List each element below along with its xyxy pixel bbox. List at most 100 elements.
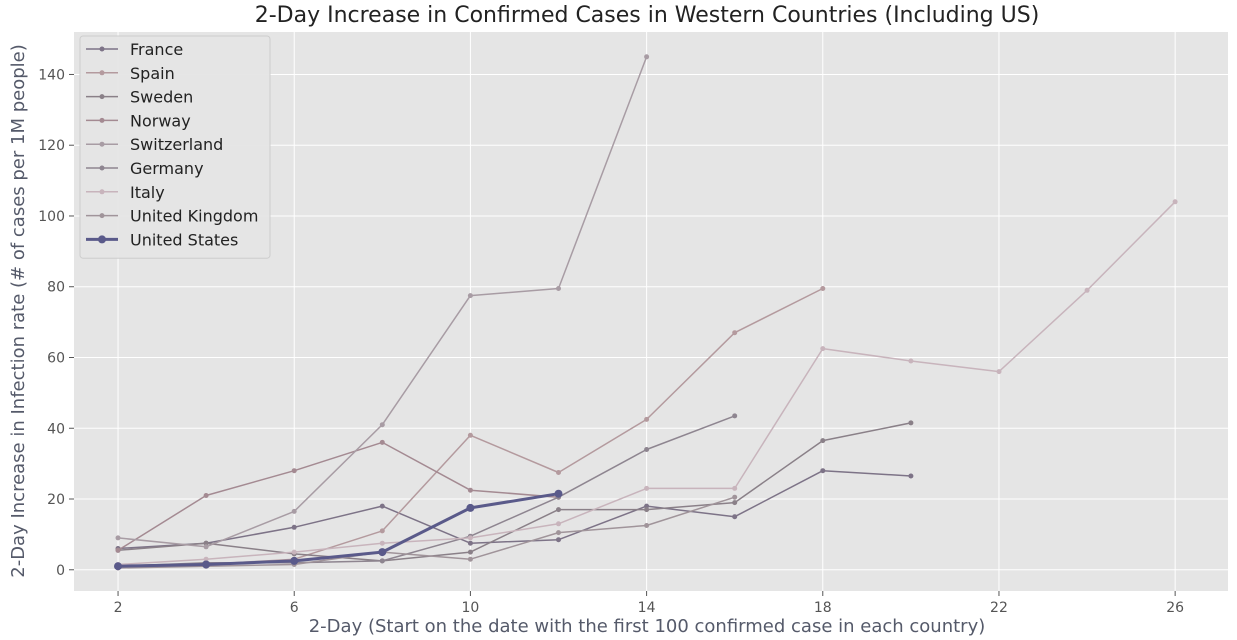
data-point xyxy=(291,524,297,530)
legend-marker xyxy=(99,94,105,100)
x-axis-label: 2-Day (Start on the date with the first … xyxy=(309,616,986,637)
data-point xyxy=(644,447,650,452)
data-point xyxy=(732,494,738,500)
y-tick-label: 140 xyxy=(38,67,65,83)
data-point xyxy=(732,500,738,506)
x-tick-label: 6 xyxy=(290,600,299,616)
legend-label: Sweden xyxy=(130,88,193,107)
x-tick-label: 18 xyxy=(814,600,832,616)
y-tick-label: 100 xyxy=(38,209,65,225)
data-point xyxy=(467,293,473,299)
data-point xyxy=(203,544,209,550)
series-italy xyxy=(115,199,1178,567)
legend-label: France xyxy=(130,40,183,59)
legend-marker xyxy=(99,117,105,123)
legend-marker xyxy=(99,189,105,195)
legend-label: Italy xyxy=(130,183,165,202)
data-point xyxy=(908,358,914,364)
series-line xyxy=(117,469,911,550)
legend-marker xyxy=(98,235,106,244)
legend-item: France xyxy=(86,40,183,59)
data-point xyxy=(378,548,387,557)
series-norway xyxy=(115,439,561,553)
data-point xyxy=(556,530,561,536)
legend-item: Italy xyxy=(86,183,165,202)
data-point xyxy=(115,547,121,553)
data-point xyxy=(114,562,122,571)
data-point xyxy=(467,432,473,438)
y-tick-label: 0 xyxy=(56,563,65,579)
data-point xyxy=(554,489,563,498)
data-point xyxy=(732,413,738,419)
data-point xyxy=(732,485,738,491)
legend-label: Spain xyxy=(130,64,175,83)
data-point xyxy=(203,556,209,562)
legend-marker xyxy=(99,141,105,147)
legend-label: United States xyxy=(130,230,238,249)
data-point xyxy=(291,508,297,514)
data-point xyxy=(379,503,385,509)
data-point xyxy=(644,416,650,422)
series-switzerland xyxy=(115,54,650,550)
series-line xyxy=(117,441,559,551)
legend-item: Norway xyxy=(86,111,191,130)
data-point xyxy=(820,468,826,474)
data-point xyxy=(644,507,650,513)
series-lines xyxy=(114,54,1178,571)
data-point xyxy=(379,422,385,428)
data-point xyxy=(556,537,561,543)
data-point xyxy=(820,346,826,352)
x-tick-label: 2 xyxy=(114,600,123,616)
data-point xyxy=(379,528,385,534)
legend-label: United Kingdom xyxy=(130,207,258,226)
legend-marker xyxy=(99,213,105,219)
data-point xyxy=(203,493,209,498)
legend-label: Norway xyxy=(130,111,191,130)
legend: France Spain Sweden Norway Switzerland German… xyxy=(79,35,271,259)
data-point xyxy=(379,558,385,564)
legend-marker xyxy=(99,70,105,76)
series-united-states xyxy=(114,489,563,571)
data-point xyxy=(203,540,209,546)
legend-marker xyxy=(99,165,105,171)
data-point xyxy=(1172,199,1178,205)
legend-item: Germany xyxy=(86,159,204,178)
legend-item: Spain xyxy=(86,64,175,83)
y-axis-label: 2-Day Increase in Infection rate (# of c… xyxy=(8,44,29,578)
data-point xyxy=(644,523,650,528)
data-point xyxy=(820,438,826,444)
data-point xyxy=(467,540,473,546)
legend-box xyxy=(79,35,271,259)
data-point xyxy=(379,540,385,546)
x-tick-label: 22 xyxy=(990,600,1008,616)
data-point xyxy=(467,535,473,541)
y-tick-label: 120 xyxy=(38,138,65,154)
y-tick-label: 80 xyxy=(47,280,65,296)
series-line xyxy=(117,496,735,569)
data-point xyxy=(290,556,299,565)
series-line xyxy=(117,492,559,568)
data-point xyxy=(202,560,211,569)
legend-marker xyxy=(99,46,105,52)
data-point xyxy=(556,521,561,527)
y-tick-label: 20 xyxy=(47,492,65,508)
x-tick-label: 10 xyxy=(461,600,479,616)
legend-label: Switzerland xyxy=(130,135,223,154)
data-point xyxy=(115,535,121,541)
legend-item: Switzerland xyxy=(86,135,223,154)
y-tick-label: 60 xyxy=(47,350,65,366)
x-tick-label: 14 xyxy=(638,600,656,616)
chart-title: 2-Day Increase in Confirmed Cases in Wes… xyxy=(255,3,1040,28)
legend-item: United Kingdom xyxy=(86,207,258,226)
data-point xyxy=(466,503,475,512)
legend-item: United States xyxy=(86,230,238,249)
grid-lines xyxy=(74,32,1228,591)
data-point xyxy=(291,549,297,555)
data-point xyxy=(996,369,1002,375)
data-point xyxy=(556,507,561,513)
data-point xyxy=(732,330,738,336)
legend-item: Sweden xyxy=(86,88,193,107)
legend-label: Germany xyxy=(130,159,204,178)
